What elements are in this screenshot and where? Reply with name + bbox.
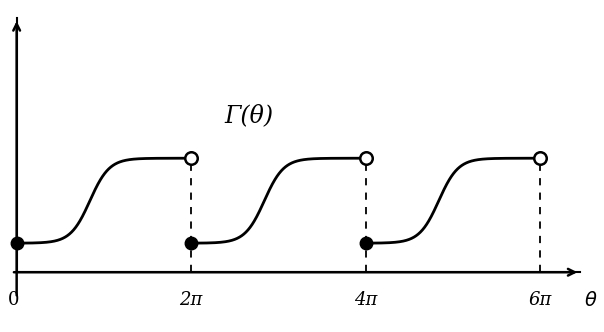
Text: Γ(θ): Γ(θ) xyxy=(225,104,274,127)
Text: $\theta$: $\theta$ xyxy=(584,291,598,310)
Text: 2π: 2π xyxy=(179,291,203,309)
Text: 0: 0 xyxy=(8,291,20,309)
Text: 6π: 6π xyxy=(528,291,551,309)
Text: 4π: 4π xyxy=(354,291,377,309)
